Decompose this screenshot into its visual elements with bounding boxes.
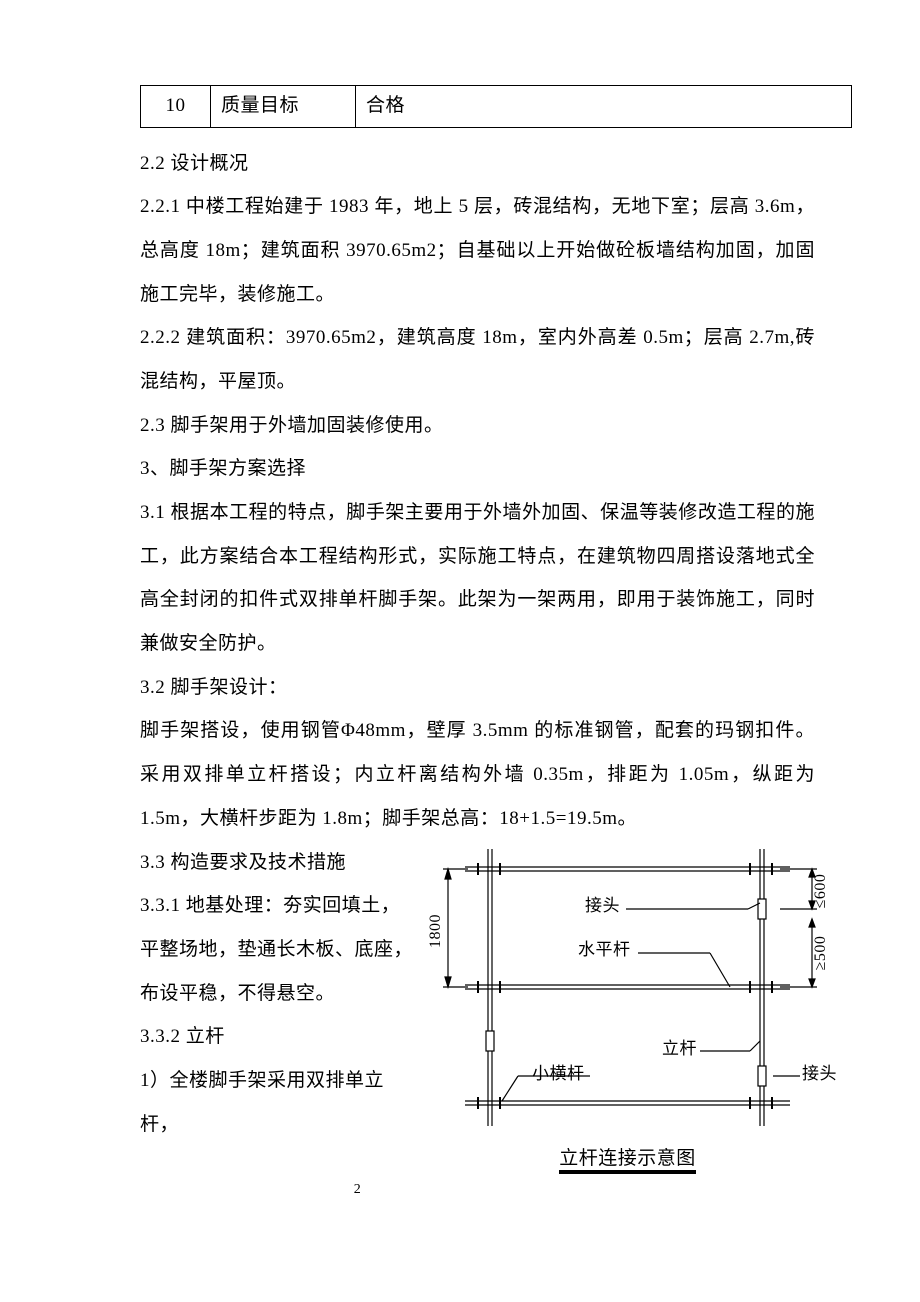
label-xiaohenggan: 小横杆 — [532, 1064, 585, 1083]
dim-1800: 1800 — [427, 914, 444, 948]
scaffold-diagram: 1800 ≤600 ≥500 接头 水平杆 小横杆 立杆 接头 — [410, 841, 845, 1131]
cell-name: 质量目标 — [211, 86, 356, 128]
text-figure-row: 3.3 构造要求及技术措施 3.3.1 地基处理：夯实回填土，平整场地，垫通长木… — [140, 841, 815, 1147]
label-shuipinggan: 水平杆 — [578, 940, 631, 959]
heading-design-overview: 2.2 设计概况 — [140, 142, 815, 186]
para-3-3-1: 3.3.1 地基处理：夯实回填土，平整场地，垫通长木板、底座，布设平稳，不得悬空… — [140, 884, 415, 1015]
dim-ge500: ≥500 — [812, 935, 829, 970]
document-page: 10 质量目标 合格 2.2 设计概况 2.2.1 中楼工程始建于 1983 年… — [0, 0, 920, 1227]
heading-3-3: 3.3 构造要求及技术措施 — [140, 841, 415, 885]
heading-3-3-2: 3.3.2 立杆 — [140, 1015, 415, 1059]
para-scaffold-spec: 脚手架搭设，使用钢管Φ48mm，壁厚 3.5mm 的标准钢管，配套的玛钢扣件。采… — [140, 709, 815, 840]
label-jietou-bot: 接头 — [802, 1064, 837, 1083]
para-3-1: 3.1 根据本工程的特点，脚手架主要用于外墙外加固、保温等装修改造工程的施工，此… — [140, 491, 815, 666]
table-row: 10 质量目标 合格 — [141, 86, 852, 128]
heading-scaffold-design: 3.2 脚手架设计： — [140, 666, 815, 710]
dim-le600: ≤600 — [812, 873, 829, 908]
para-2-3: 2.3 脚手架用于外墙加固装修使用。 — [140, 404, 815, 448]
left-text-column: 3.3 构造要求及技术措施 3.3.1 地基处理：夯实回填土，平整场地，垫通长木… — [140, 841, 415, 1147]
label-ligan: 立杆 — [662, 1039, 697, 1058]
spec-table: 10 质量目标 合格 — [140, 85, 852, 128]
label-jietou-top: 接头 — [585, 896, 620, 915]
cell-value: 合格 — [356, 86, 852, 128]
page-number: 2 — [20, 1174, 695, 1206]
scaffold-diagram-wrap: 1800 ≤600 ≥500 接头 水平杆 小横杆 立杆 接头 立杆连接示意图 — [410, 841, 845, 1181]
para-2-2-1: 2.2.1 中楼工程始建于 1983 年，地上 5 层，砖混结构，无地下室；层高… — [140, 185, 815, 316]
para-3-3-2-item1: 1）全楼脚手架采用双排单立杆， — [140, 1059, 415, 1146]
heading-scaffold-selection: 3、脚手架方案选择 — [140, 447, 815, 491]
para-2-2-2: 2.2.2 建筑面积：3970.65m2，建筑高度 18m，室内外高差 0.5m… — [140, 316, 815, 403]
figure-caption-text: 立杆连接示意图 — [559, 1148, 696, 1171]
cell-number: 10 — [141, 86, 211, 128]
